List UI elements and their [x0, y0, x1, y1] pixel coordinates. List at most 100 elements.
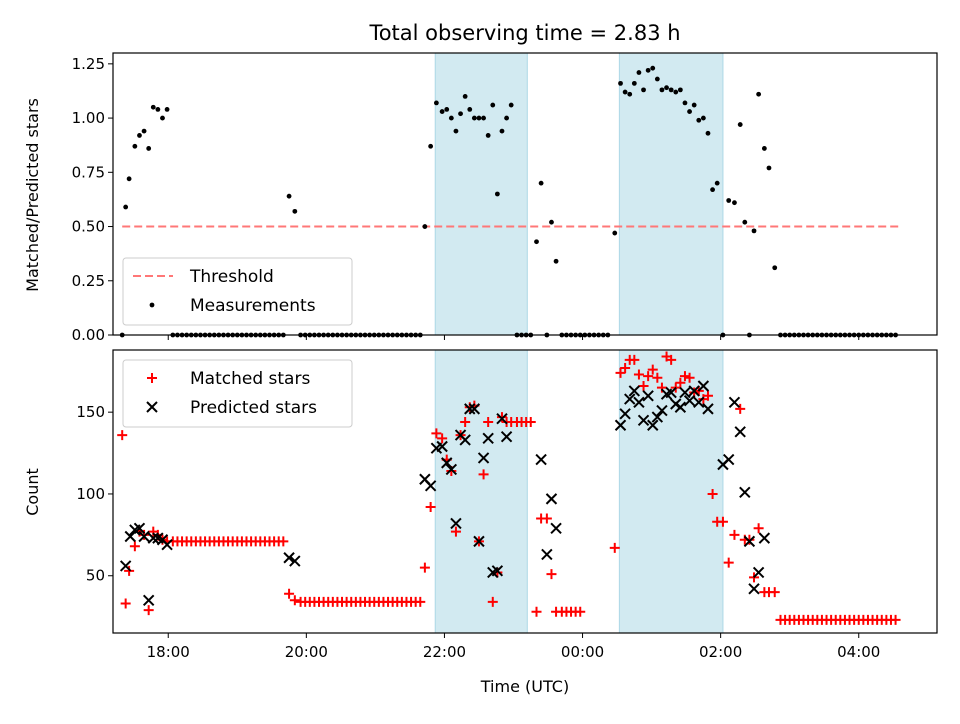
matched-stars-point	[684, 372, 695, 383]
predicted-stars-point	[748, 583, 760, 595]
y-tick-label: 1.25	[72, 55, 105, 73]
chart-title: Total observing time = 2.83 h	[368, 21, 680, 45]
bottom-axes-frame	[112, 349, 938, 634]
matched-stars-point	[647, 364, 658, 375]
matched-stars-point	[629, 354, 640, 365]
matched-stars-point	[769, 587, 780, 598]
measurement-point	[772, 265, 778, 271]
measurement-point	[433, 100, 439, 106]
measurement-point	[673, 89, 679, 95]
measurement-point	[471, 115, 477, 121]
predicted-stars-point	[545, 493, 558, 505]
predicted-stars-point	[289, 555, 301, 567]
y-tick-label: 100	[76, 485, 105, 503]
predicted-stars-point	[683, 395, 696, 407]
predicted-stars-point	[665, 386, 677, 399]
measurement-point	[622, 89, 628, 95]
measurement-point	[631, 80, 637, 86]
bottom-y-axis-label: Count	[23, 468, 42, 516]
measurement-point	[132, 143, 138, 149]
legend-box	[122, 257, 353, 326]
matched-stars-point	[735, 403, 746, 414]
predicted-stars-point	[697, 380, 710, 392]
measurement-point	[751, 228, 757, 234]
measurement-point	[444, 107, 450, 112]
measurement-point	[150, 104, 156, 110]
predicted-stars-point	[550, 522, 562, 535]
matched-stars-point	[744, 534, 755, 545]
bottom-legend: Matched stars Predicted stars	[122, 359, 353, 428]
predicted-stars-point	[436, 440, 448, 453]
predicted-stars-point	[651, 411, 664, 423]
measurement-point	[538, 180, 544, 186]
measurement-point	[494, 191, 500, 197]
predicted-stars-point	[743, 535, 756, 548]
measurement-point	[160, 115, 165, 121]
measurement-point	[618, 80, 623, 86]
predicted-stars-point	[477, 452, 490, 464]
measurement-point	[627, 91, 633, 97]
measurement-point	[756, 91, 762, 97]
x-tick-label: 02:00	[699, 643, 742, 661]
predicted-stars-point	[496, 412, 508, 425]
predicted-stars-point	[679, 386, 691, 399]
predicted-stars-point	[758, 532, 771, 544]
legend-matched-swatch	[147, 373, 157, 383]
top-axes-frame	[112, 52, 938, 336]
top-legend: Threshold Measurements	[122, 257, 353, 326]
matched-stars-point	[541, 513, 552, 524]
matched-stars-point	[531, 606, 542, 617]
y-tick-label: 0.25	[72, 272, 105, 290]
predicted-stars-point	[500, 430, 513, 443]
measurement-point	[439, 109, 445, 114]
measurement-point	[164, 107, 170, 112]
predicted-stars-point	[424, 480, 437, 492]
measurement-point	[645, 67, 651, 73]
predicted-stars-point	[482, 432, 494, 445]
matched-stars-point	[575, 606, 586, 617]
predicted-stars-point	[619, 408, 631, 420]
predicted-stars-point	[119, 560, 132, 572]
measurement-point	[677, 87, 683, 93]
matched-stars-point	[117, 430, 128, 441]
measurement-point	[682, 100, 688, 106]
legend-measurement-swatch	[149, 302, 155, 308]
measurement-point	[696, 117, 702, 123]
matched-stars-point	[723, 557, 734, 568]
matched-stars-point	[753, 523, 764, 534]
y-tick-label: 50	[86, 567, 105, 585]
predicted-stars-point	[473, 535, 485, 548]
predicted-stars-point	[647, 419, 659, 431]
x-tick-label: 18:00	[147, 643, 190, 661]
predicted-stars-point	[722, 453, 735, 466]
matched-stars-point	[431, 428, 442, 439]
measurement-point	[714, 180, 720, 186]
measurement-point	[286, 193, 292, 199]
measurement-point	[726, 198, 732, 203]
predicted-stars-point	[161, 538, 173, 551]
predicted-stars-point	[441, 457, 453, 469]
predicted-stars-point	[450, 517, 462, 530]
matched-stars-point	[460, 416, 471, 427]
measurement-point	[481, 115, 486, 121]
shaded-interval	[434, 349, 528, 634]
x-tick-label: 00:00	[561, 643, 604, 661]
matched-stars-point	[496, 412, 507, 423]
matched-stars-point	[609, 542, 620, 553]
measurement-point	[710, 187, 715, 193]
legend-label: Threshold	[189, 267, 274, 287]
measurement-point	[737, 122, 743, 127]
measurement-point	[742, 219, 748, 225]
matched-stars-point	[425, 502, 436, 513]
matched-stars-point	[729, 529, 740, 540]
predicted-stars-point	[147, 532, 159, 544]
predicted-stars-point	[468, 403, 481, 415]
x-tick-label: 22:00	[423, 643, 466, 661]
matched-stars-point	[419, 562, 430, 573]
matched-stars-point	[652, 372, 663, 383]
predicted-stars-point	[614, 419, 627, 431]
predicted-stars-point	[702, 403, 714, 415]
measurement-point	[705, 130, 711, 136]
matched-stars-point	[284, 588, 295, 599]
